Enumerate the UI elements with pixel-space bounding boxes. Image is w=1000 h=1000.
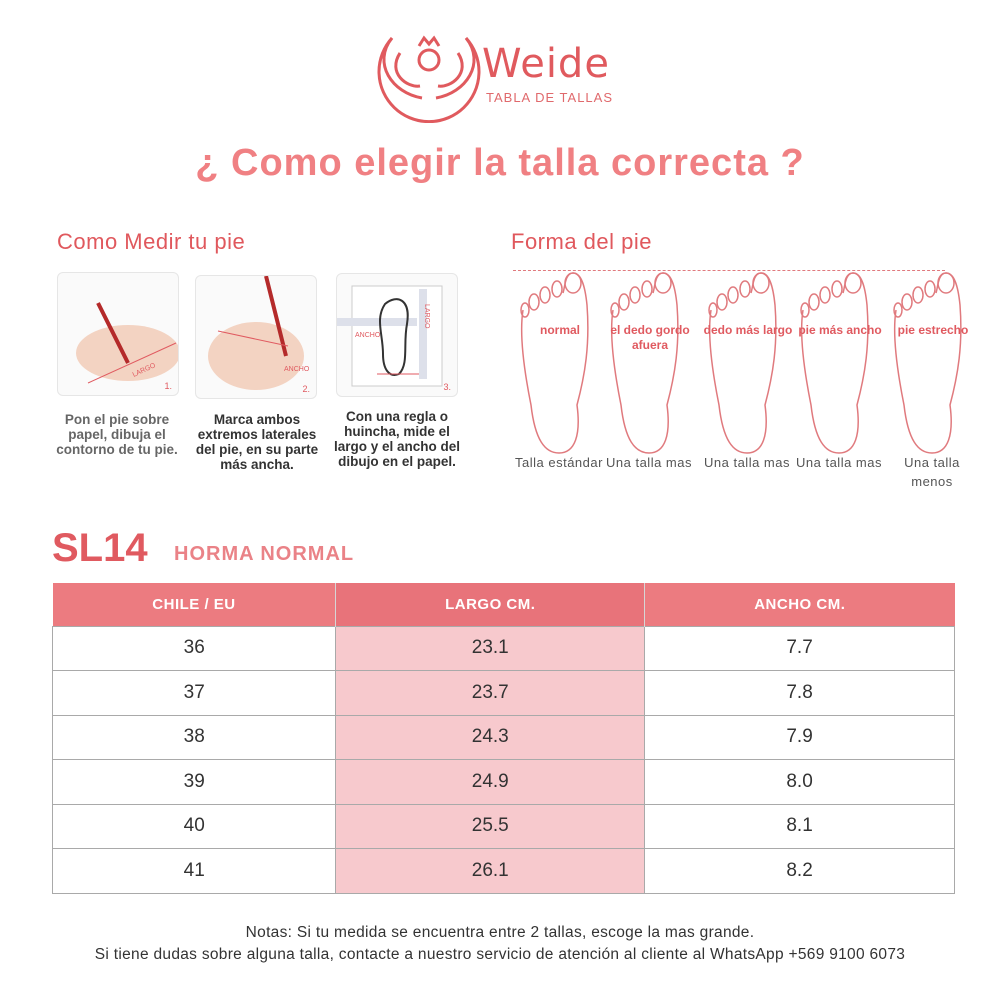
step-photo-2: ANCHO 2. [195, 275, 317, 399]
length-cell: 23.1 [335, 625, 646, 671]
step-number: 1. [164, 381, 172, 391]
step-photo-label: ANCHO [355, 332, 381, 339]
brand-subtitle: TABLA DE TALLAS [486, 90, 613, 105]
foot-shape-label: el dedo gordo afuera [610, 323, 690, 352]
notes: Notas: Si tu medida se encuentra entre 2… [0, 922, 1000, 966]
table-row: 38 24.3 7.9 [51, 714, 955, 760]
size-table: CHILE / EU LARGO CM. ANCHO CM. 36 23.1 7.7… [51, 583, 955, 894]
header-size: CHILE / EU [52, 583, 336, 626]
length-cell: 26.1 [335, 848, 646, 894]
table-row: 39 24.9 8.0 [51, 759, 955, 805]
header-width: ANCHO CM. [644, 583, 955, 626]
foot-outline-icon [708, 272, 777, 454]
foot-outline-icon [610, 272, 679, 454]
toe-reference-line [513, 270, 945, 271]
width-cell: 8.0 [644, 759, 955, 805]
header-length: LARGO CM. [335, 583, 645, 626]
width-cell: 7.8 [644, 670, 955, 716]
step-photo-label: LARGO [423, 304, 430, 329]
weide-logo-icon [377, 35, 481, 123]
width-cell: 8.2 [644, 848, 955, 894]
foot-shape: pie estrecho Una talla menos [888, 265, 978, 489]
foot-shape: normal Talla estándar [515, 265, 605, 470]
foot-outline-icon [893, 272, 962, 454]
step-caption-3: Con una regla o huincha, mide el largo y… [333, 409, 461, 469]
size-cell: 41 [51, 848, 337, 894]
table-row: 40 25.5 8.1 [51, 803, 955, 849]
table-row: 37 23.7 7.8 [51, 670, 955, 716]
foot-shape-label: normal [539, 323, 580, 337]
brand-name: Weide [482, 41, 610, 87]
step-number: 3. [443, 382, 451, 392]
foot-trace-illustration-icon [76, 302, 178, 384]
foot-advice: Una talla mas [606, 455, 692, 470]
size-cell: 36 [51, 625, 337, 671]
length-cell: 24.3 [335, 714, 646, 760]
foot-advice: Una talla menos [904, 455, 960, 489]
foot-outline-icon [800, 272, 869, 454]
step-caption-2: Marca ambos extremos laterales del pie, … [195, 412, 319, 472]
table-row: 36 23.1 7.7 [51, 625, 955, 671]
foot-shape: el dedo gordo afuera Una talla mas [605, 265, 695, 470]
foot-shape-label: pie más ancho [798, 323, 882, 337]
foot-advice: Una talla mas [704, 455, 790, 470]
foot-shape-label: dedo más largo [703, 323, 793, 337]
note-line: Notas: Si tu medida se encuentra entre 2… [245, 924, 755, 941]
shape-heading: Forma del pie [511, 229, 653, 254]
step-photo-1: LARGO 1. [57, 272, 179, 396]
foot-shape: pie más ancho Una talla mas [795, 265, 885, 470]
page-title: ¿ Como elegir la talla correcta ? [195, 142, 805, 184]
foot-advice: Una talla mas [796, 455, 882, 470]
table-header-row: CHILE / EU LARGO CM. ANCHO CM. [52, 583, 955, 626]
foot-width-illustration-icon [208, 276, 304, 390]
width-cell: 7.7 [644, 625, 955, 671]
note-line: Si tiene dudas sobre alguna talla, conta… [94, 946, 906, 963]
size-cell: 40 [51, 803, 337, 849]
paper-ruler-illustration-icon [337, 285, 443, 387]
step-photo-3: ANCHO LARGO 3. [336, 273, 458, 397]
last-type: HORMA NORMAL [174, 543, 355, 565]
foot-advice: Talla estándar [515, 455, 603, 470]
width-cell: 8.1 [644, 803, 955, 849]
step-photo-label: ANCHO [284, 366, 310, 373]
size-cell: 38 [51, 714, 337, 760]
foot-outline-icon [520, 272, 589, 454]
foot-shape-label: pie estrecho [897, 323, 969, 337]
step-number: 2. [302, 384, 310, 394]
length-cell: 23.7 [335, 670, 646, 716]
table-row: 41 26.1 8.2 [51, 848, 955, 894]
foot-shape: dedo más largo Una talla mas [703, 265, 793, 470]
length-cell: 24.9 [335, 759, 646, 805]
size-cell: 39 [51, 759, 337, 805]
measure-heading: Como Medir tu pie [57, 229, 246, 254]
model-code: SL14 [52, 526, 148, 570]
width-cell: 7.9 [644, 714, 955, 760]
length-cell: 25.5 [335, 803, 646, 849]
size-cell: 37 [51, 670, 337, 716]
step-caption-1: Pon el pie sobre papel, dibuja el contor… [56, 412, 178, 457]
